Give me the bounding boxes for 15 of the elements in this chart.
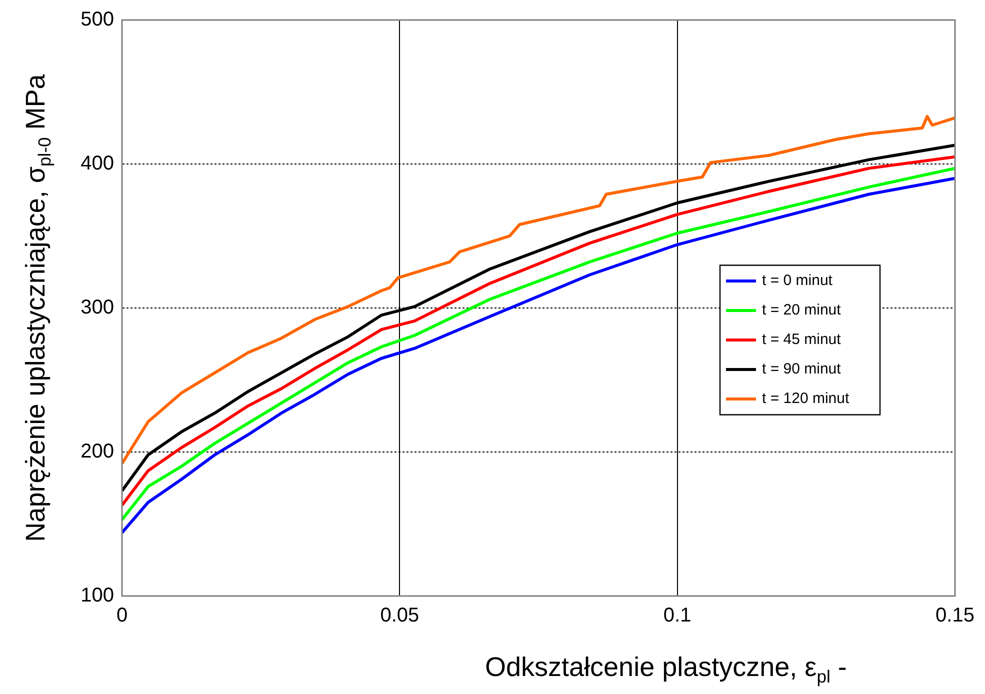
x-axis-title: Odkształcenie plastyczne, ε$_{pl}$ - bbox=[484, 652, 848, 688]
x-tick-label: 0.05 bbox=[380, 604, 420, 627]
legend-label: t = 45 minut bbox=[762, 331, 842, 348]
x-tick-label: 0.1 bbox=[663, 604, 692, 627]
legend-label: t = 90 minut bbox=[762, 360, 842, 378]
y-tick-label: 100 bbox=[80, 584, 114, 607]
x-tick-label: 0 bbox=[116, 604, 128, 627]
legend-label: t = 20 minut bbox=[762, 302, 842, 319]
x-tick-label: 0.15 bbox=[936, 604, 974, 627]
y-tick-label: 300 bbox=[80, 296, 114, 319]
legend-label: t = 0 minut bbox=[762, 272, 834, 290]
y-tick-label: 200 bbox=[80, 440, 114, 463]
legend-label: t = 120 minut bbox=[762, 390, 850, 408]
y-tick-label: 500 bbox=[80, 8, 114, 31]
y-tick-label: 400 bbox=[80, 152, 114, 175]
